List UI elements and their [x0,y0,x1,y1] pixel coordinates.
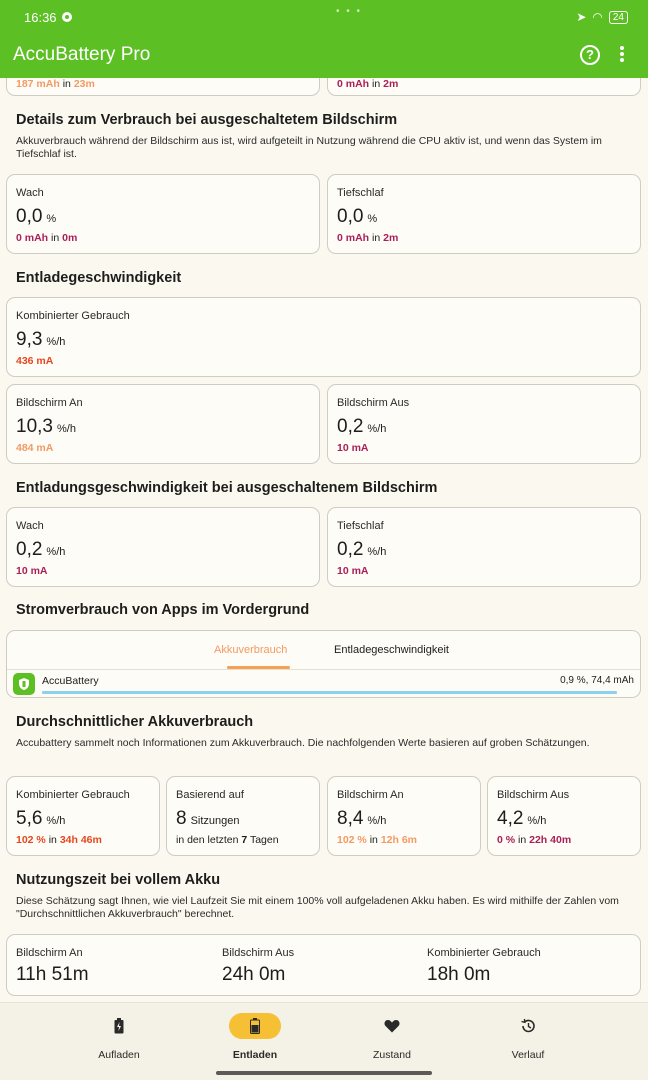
status-time: 16:36 [24,9,57,25]
help-circle-icon[interactable]: ? [580,45,600,65]
card-combined-speed: Kombinierter Gebrauch 9,3 %/h 436 mA [6,297,641,377]
heart-icon [366,1013,418,1039]
nav-label: Entladen [232,1049,278,1061]
section-title-discharge-speed: Entladegeschwindigkeit [16,270,182,286]
card-label: Bildschirm An [16,397,83,409]
app-usage-bar [42,691,617,694]
card-screen-off-speed: Bildschirm Aus 0,2 %/h 10 mA [327,384,641,464]
card-sub: 102 % in 12h 6m [337,834,417,846]
card-label: Basierend auf [176,789,244,801]
section-desc-full-runtime: Diese Schätzung sagt Ihnen, wie viel Lau… [16,895,619,920]
section-title-screen-off-usage: Details zum Verbrauch bei ausgeschaltete… [16,112,398,128]
card-value: 0,2 %/h [337,539,387,560]
card-label: Bildschirm An [337,789,404,801]
app-bar: 16:36 • • • ➤ ◠ 24 AccuBattery Pro ? [0,0,648,78]
battery-discharge-icon [229,1013,281,1039]
section-desc-screen-off-usage: Akkuverbrauch während der Bildschirm aus… [16,135,602,160]
location-icon: ➤ [576,10,587,24]
card-value: 0,2 %/h [16,539,66,560]
card-sub: 484 mA [16,442,54,454]
card-value: 5,6 %/h [16,808,66,829]
nav-label: Aufladen [98,1049,140,1061]
nav-item-aufladen[interactable]: Aufladen [69,1013,169,1061]
card-sub: 10 mA [337,565,369,577]
card-sub: 0 mAh in 0m [16,232,78,244]
card-label: Kombinierter Gebrauch [16,310,130,322]
card-awake-speed: Wach 0,2 %/h 10 mA [6,507,320,587]
app-title: AccuBattery Pro [13,44,151,65]
runtime-label-screen-on: Bildschirm An [16,947,83,959]
battery-icon: 24 [608,10,628,24]
card-deep-sleep-speed: Tiefschlaf 0,2 %/h 10 mA [327,507,641,587]
section-title-screen-off-speed: Entladungsgeschwindigkeit bei ausgeschal… [16,480,438,496]
card-sub: 0 % in 22h 40m [497,834,572,846]
card-value: 4,2 %/h [497,808,547,829]
card-value: 0,0% [16,206,57,227]
wifi-icon: ◠ [592,10,603,24]
bottom-navigation: Aufladen Entladen Zustand Verlauf [0,1002,648,1080]
runtime-value-screen-off: 24h 0m [222,964,286,985]
card-sub: 436 mA [16,355,54,367]
card-avg-screen-off: Bildschirm Aus 4,2 %/h 0 % in 22h 40m [487,776,641,856]
battery-charging-icon [93,1013,145,1039]
section-title-foreground-apps: Stromverbrauch von Apps im Vordergrund [16,602,310,618]
runtime-value-combined: 18h 0m [427,964,491,985]
tab-indicator [227,666,290,669]
scroll-content[interactable]: 187 mAh in 23m 0 mAh in 2m Details zum V… [0,78,648,1002]
partial-card-left: 187 mAh in 23m [6,78,320,96]
card-sub: 0 mAh in 2m [337,232,399,244]
card-full-runtime: Bildschirm An 11h 51m Bildschirm Aus 24h… [6,934,641,996]
partial-right-stat: 0 mAh in 2m [337,78,399,90]
partial-left-stat: 187 mAh in 23m [16,78,95,90]
home-indicator[interactable] [216,1071,432,1075]
card-label: Tiefschlaf [337,520,384,532]
card-screen-on-speed: Bildschirm An 10,3 %/h 484 mA [6,384,320,464]
drag-handle-icon: • • • [336,6,363,17]
runtime-label-screen-off: Bildschirm Aus [222,947,295,959]
card-label: Bildschirm Aus [497,789,570,801]
card-label: Tiefschlaf [337,187,384,199]
tab-battery-usage[interactable]: Akkuverbrauch [214,644,288,656]
card-avg-combined: Kombinierter Gebrauch 5,6 %/h 102 % in 34… [6,776,160,856]
card-value: 8 Sitzungen [176,808,240,829]
card-label: Wach [16,187,44,199]
notification-icon [61,12,72,22]
partial-card-right: 0 mAh in 2m [327,78,641,96]
nav-item-verlauf[interactable]: Verlauf [478,1013,578,1061]
tab-divider [7,669,640,670]
nav-item-entladen[interactable]: Entladen [205,1013,305,1061]
card-label: Wach [16,520,44,532]
more-vert-icon[interactable] [620,46,626,64]
card-sub: 10 mA [337,442,369,454]
section-title-full-runtime: Nutzungszeit bei vollem Akku [16,872,221,888]
nav-label: Verlauf [511,1049,545,1061]
card-deep-sleep-usage: Tiefschlaf 0,0% 0 mAh in 2m [327,174,641,254]
card-value: 0,0% [337,206,378,227]
status-bar: 16:36 • • • ➤ ◠ 24 [24,6,628,26]
nav-label: Zustand [373,1049,411,1061]
history-icon [502,1013,554,1039]
nav-item-zustand[interactable]: Zustand [342,1013,442,1061]
card-sub: in den letzten 7 Tagen [176,834,279,846]
app-name: AccuBattery [42,675,99,687]
card-value: 8,4 %/h [337,808,387,829]
card-foreground-apps: Akkuverbrauch Entladegeschwindigkeit Acc… [6,630,641,698]
section-desc-avg-usage: Accubattery sammelt noch Informationen z… [16,737,590,749]
accubattery-app-icon [13,673,35,695]
card-value: 10,3 %/h [16,416,76,437]
card-avg-screen-on: Bildschirm An 8,4 %/h 102 % in 12h 6m [327,776,481,856]
tab-discharge-speed[interactable]: Entladegeschwindigkeit [334,644,449,656]
app-stats: 0,9 %, 74,4 mAh [560,675,634,686]
card-value: 0,2 %/h [337,416,387,437]
card-value: 9,3 %/h [16,329,66,350]
runtime-label-combined: Kombinierter Gebrauch [427,947,541,959]
card-sub: 102 % in 34h 46m [16,834,102,846]
card-avg-based-on: Basierend auf 8 Sitzungen in den letzten … [166,776,320,856]
card-awake-usage: Wach 0,0% 0 mAh in 0m [6,174,320,254]
card-label: Bildschirm Aus [337,397,410,409]
runtime-value-screen-on: 11h 51m [16,964,89,985]
card-label: Kombinierter Gebrauch [16,789,130,801]
card-sub: 10 mA [16,565,48,577]
section-title-avg-usage: Durchschnittlicher Akkuverbrauch [16,714,254,730]
